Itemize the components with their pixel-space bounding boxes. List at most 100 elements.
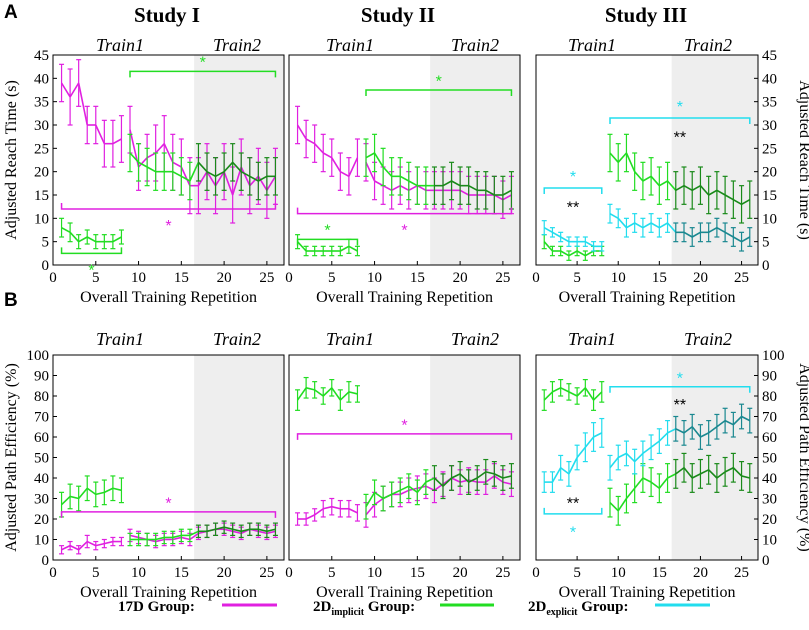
series-segment (69, 231, 80, 243)
series-segment (617, 452, 627, 459)
y-tick-label: 20 (34, 512, 49, 528)
series-segment (61, 544, 71, 551)
phase-label-train2: Train2 (451, 329, 499, 349)
x-tick-label: 5 (92, 270, 100, 286)
series-2dimplicit (295, 376, 360, 411)
x-tick-label: 10 (131, 565, 146, 581)
significance-bracket (609, 386, 751, 393)
series-segment (231, 166, 242, 196)
legend: 17D Group: 2Dimplicit Group: 2Dexplicit … (118, 599, 710, 618)
series-segment (666, 222, 677, 233)
y-tick-label: 30 (762, 118, 777, 134)
series-2dexplicit (607, 403, 753, 481)
series-segment (642, 477, 652, 483)
series-17d (59, 534, 124, 555)
significance-bracket (543, 187, 603, 194)
series-segment (172, 536, 182, 541)
phase-label-train1: Train1 (326, 35, 374, 55)
y-tick-label: 80 (762, 389, 777, 405)
significance-label: * (677, 371, 683, 388)
series-segment (223, 528, 233, 533)
y-tick-label: 45 (762, 48, 777, 64)
y-tick-label: 15 (762, 188, 777, 204)
y-tick-label: 70 (762, 410, 777, 426)
series-segment (69, 495, 79, 500)
series-segment (348, 508, 358, 514)
x-tick-label: 20 (693, 565, 708, 581)
series-segment (180, 166, 191, 186)
series-segment (399, 489, 410, 496)
series-segment (266, 175, 277, 191)
series-segment (339, 391, 350, 401)
series-segment (451, 477, 461, 483)
series-segment (322, 152, 333, 159)
y-tick-label: 0 (762, 553, 770, 569)
series-segment (617, 498, 628, 512)
y-tick-label: 30 (34, 118, 49, 134)
series-segment (314, 389, 324, 397)
series-segment (609, 152, 619, 163)
y-tick-label: 40 (34, 471, 49, 487)
series-segment (741, 415, 751, 422)
y-tick-label: 20 (762, 165, 777, 181)
series-segment (61, 226, 71, 234)
series-segment (425, 485, 435, 492)
series-segment (642, 175, 652, 182)
series-segment (568, 457, 578, 475)
series-segment (584, 436, 595, 448)
series-segment (551, 467, 562, 483)
series-segment (172, 161, 182, 168)
series-segment (442, 477, 453, 487)
significance-label: ** (674, 129, 686, 146)
y-tick-label: 5 (762, 235, 770, 251)
series-segment (468, 479, 478, 483)
significance-bracket (129, 70, 277, 78)
series-2dimplicit (363, 133, 514, 215)
series-segment (112, 138, 122, 145)
series-segment (382, 166, 393, 177)
x-tick-label: 0 (532, 565, 540, 581)
series-segment (399, 485, 410, 492)
x-tick-label: 20 (693, 270, 708, 286)
x-tick-label: 10 (367, 270, 382, 286)
significance-bracket (365, 89, 513, 96)
y-tick-label: 100 (762, 348, 785, 364)
phase-label-train1: Train1 (96, 329, 144, 349)
series-segment (240, 170, 251, 178)
series-segment (146, 166, 157, 173)
series-segment (189, 530, 199, 537)
series-segment (365, 152, 375, 159)
y-tick-label: 100 (27, 348, 50, 364)
significance-bracket (296, 207, 513, 215)
x-tick-label: 0 (49, 565, 57, 581)
series-segment (197, 171, 208, 187)
phase-label-train1: Train1 (568, 35, 616, 55)
series-segment (625, 487, 636, 500)
series-segment (305, 387, 315, 391)
y-tick-label: 30 (762, 492, 777, 508)
series-segment (459, 473, 470, 483)
series-segment (365, 504, 376, 516)
y-tick-label: 0 (762, 258, 770, 274)
significance-label: ** (567, 496, 579, 513)
series-segment (634, 477, 644, 489)
series-segment (266, 530, 276, 535)
series-segment (716, 419, 726, 428)
series-segment (69, 82, 80, 98)
series-segment (266, 528, 276, 533)
panel-label-a: A (4, 2, 18, 23)
series-segment (146, 152, 157, 159)
series-segment (650, 481, 660, 489)
series-segment (708, 469, 718, 479)
series-segment (741, 475, 750, 479)
series-segment (365, 162, 376, 182)
significance-bracket (296, 238, 359, 246)
series-segment (425, 477, 435, 483)
phase-label-train2: Train2 (684, 35, 732, 55)
y-tick-label: 5 (42, 235, 50, 251)
series-segment (700, 469, 710, 475)
series-segment (129, 534, 139, 539)
legend-label-2d-implicit: 2Dimplicit Group: (313, 599, 415, 618)
study-2-title: Study II (361, 3, 435, 27)
